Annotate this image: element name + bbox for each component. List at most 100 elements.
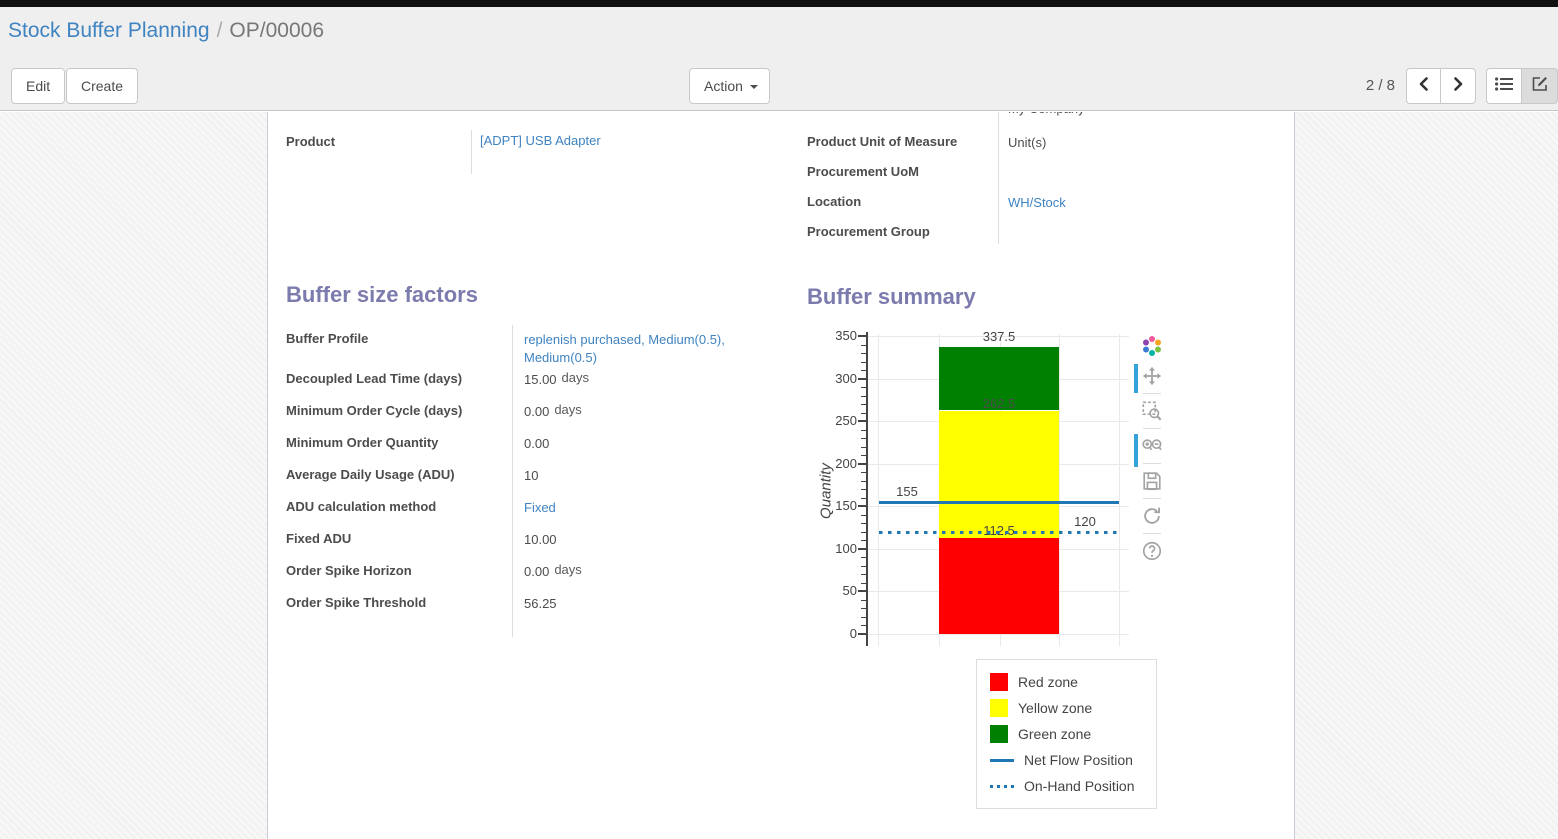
legend-label: Net Flow Position <box>1024 752 1133 768</box>
axis-tick <box>861 540 866 542</box>
legend-label: Red zone <box>1018 674 1078 690</box>
modebar-divider <box>1143 463 1161 464</box>
axis-tick <box>858 547 866 550</box>
field-label: Buffer Profile <box>286 331 369 346</box>
plotly-logo[interactable] <box>1140 334 1164 358</box>
pan-icon[interactable] <box>1140 364 1164 388</box>
legend-item[interactable]: Green zone <box>990 721 1156 747</box>
field-value-cell: WH/Stock <box>998 190 1277 220</box>
legend-item[interactable]: On-Hand Position <box>990 773 1156 799</box>
chart-legend: Red zone Yellow zone Green zone Net Flow Po… <box>976 659 1157 809</box>
axis-tick <box>861 387 866 389</box>
field-value-cell: 56.25 <box>512 591 786 623</box>
product-value-link[interactable]: [ADPT] USB Adapter <box>480 133 601 148</box>
product-label: Product <box>286 134 336 149</box>
field-value-cell: 0.00 <box>512 431 786 463</box>
zone-boundary-label: 112.5 <box>939 523 1059 538</box>
field-value-cell: 0.00 days <box>512 559 786 591</box>
legend-swatch <box>990 784 1014 788</box>
create-button[interactable]: Create <box>66 68 139 104</box>
field-row: Buffer Profile replenish purchased, Mediu… <box>286 327 786 367</box>
zone-red-zone <box>939 538 1059 634</box>
axis-tick <box>861 514 866 516</box>
axis-tick <box>861 446 866 448</box>
modebar-divider <box>1143 498 1161 499</box>
save-icon[interactable] <box>1140 469 1164 493</box>
axis-tick-label: 300 <box>835 370 857 386</box>
zoom-in-out-icon[interactable] <box>1140 434 1164 458</box>
legend-item[interactable]: Red zone <box>990 669 1156 695</box>
field-value: 0.00 <box>524 564 550 579</box>
help-icon[interactable] <box>1140 539 1164 563</box>
axis-tick <box>861 429 866 431</box>
box-zoom-icon[interactable] <box>1140 399 1164 423</box>
field-value-cell: replenish purchased, Medium(0.5), Medium… <box>512 327 786 367</box>
field-value: 10 <box>524 468 539 483</box>
axis-tick <box>861 480 866 482</box>
action-label: Action <box>704 78 743 94</box>
product-field-row: Product [ADPT] USB Adapter <box>286 130 791 174</box>
legend-swatch <box>990 758 1014 762</box>
reference-line-label: 155 <box>896 484 918 500</box>
legend-item[interactable]: Yellow zone <box>990 695 1156 721</box>
axis-tick <box>861 353 866 355</box>
reset-axes-icon[interactable] <box>1140 504 1164 528</box>
modebar-indicator-bar <box>1134 364 1138 393</box>
axis-tick <box>861 361 866 363</box>
top-black-bar <box>0 0 1558 10</box>
legend-swatch <box>990 673 1008 691</box>
field-row: Minimum Order Quantity 0.00 <box>286 431 786 463</box>
field-separator-line <box>512 325 513 637</box>
chart-plot-area[interactable]: 0 50 100 150 200 250 300 350 337.5 262.5 112.5 155 1… <box>835 326 1129 648</box>
field-label: ADU calculation method <box>286 499 437 514</box>
field-value-cell: Fixed <box>512 495 786 527</box>
field-value-link[interactable]: replenish purchased, Medium(0.5), Medium… <box>524 332 725 365</box>
field-value-link[interactable]: Fixed <box>524 500 556 515</box>
field-label: Location <box>807 194 862 209</box>
field-row: Location WH/Stock <box>807 190 1277 220</box>
zone-green-zone <box>939 346 1059 411</box>
list-view-button[interactable] <box>1486 68 1522 104</box>
modebar-indicator-bar <box>1134 434 1138 467</box>
previous-record-button[interactable] <box>1406 68 1441 104</box>
chevron-left-icon <box>1418 76 1430 96</box>
list-icon <box>1495 76 1513 96</box>
axis-tick <box>861 472 866 474</box>
axis-tick <box>861 404 866 406</box>
record-pager: 2 / 8 <box>1365 77 1395 94</box>
axis-tick <box>861 455 866 457</box>
axis-tick <box>861 582 866 584</box>
field-value-cell: 10.00 <box>512 527 786 559</box>
next-record-button[interactable] <box>1441 68 1476 104</box>
edit-button[interactable]: Edit <box>11 68 66 104</box>
axis-tick <box>861 370 866 372</box>
field-row: Order Spike Threshold 56.25 <box>286 591 786 623</box>
clipped-company-value: My Company <box>1008 112 1208 121</box>
field-value-link[interactable]: WH/Stock <box>1008 195 1066 210</box>
legend-item[interactable]: Net Flow Position <box>990 747 1156 773</box>
field-value: 0.00 <box>524 436 550 451</box>
field-row: Procurement Group <box>807 220 1277 250</box>
axis-tick-label: 100 <box>835 540 857 556</box>
action-dropdown-button[interactable]: Action <box>689 68 770 104</box>
buffer-summary-title: Buffer summary <box>807 284 976 309</box>
axis-tick <box>861 557 866 559</box>
axis-tick-label: 200 <box>835 455 857 471</box>
field-row: Average Daily Usage (ADU) 10 <box>286 463 786 495</box>
field-value: 15.00 <box>524 372 557 387</box>
product-value-cell: [ADPT] USB Adapter <box>471 130 791 174</box>
axis-tick <box>861 616 866 618</box>
axis-tick <box>861 344 866 346</box>
field-row: Decoupled Lead Time (days) 15.00 days <box>286 367 786 399</box>
form-view-button[interactable] <box>1522 68 1558 104</box>
field-label: Procurement UoM <box>807 164 919 179</box>
field-label: Minimum Order Quantity <box>286 435 439 450</box>
field-row: Fixed ADU 10.00 <box>286 527 786 559</box>
bar-top-label: 337.5 <box>982 328 1016 344</box>
pager-nav-group <box>1406 68 1476 104</box>
gridline <box>878 334 879 646</box>
net-flow-position-line <box>879 501 1119 505</box>
buffer-factors-field-group: Buffer Profile replenish purchased, Mediu… <box>286 327 786 623</box>
breadcrumb-parent-link[interactable]: Stock Buffer Planning <box>8 19 210 42</box>
